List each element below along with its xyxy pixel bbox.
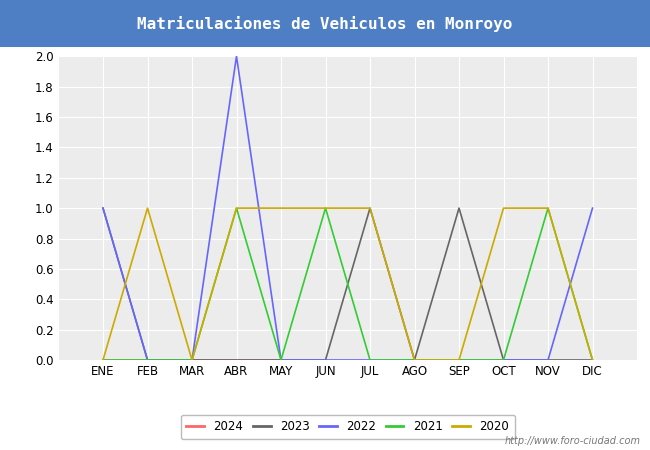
Text: http://www.foro-ciudad.com: http://www.foro-ciudad.com (504, 436, 640, 446)
Legend: 2024, 2023, 2022, 2021, 2020: 2024, 2023, 2022, 2021, 2020 (181, 414, 515, 439)
Text: Matriculaciones de Vehiculos en Monroyo: Matriculaciones de Vehiculos en Monroyo (137, 16, 513, 32)
